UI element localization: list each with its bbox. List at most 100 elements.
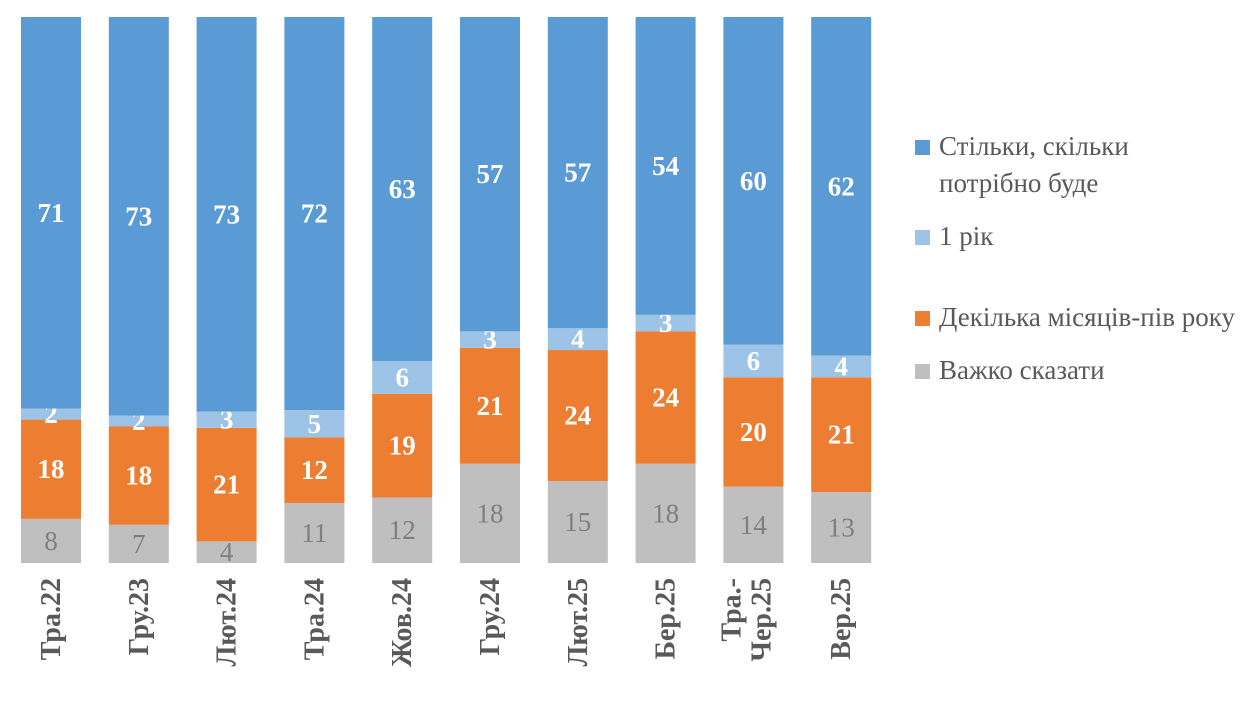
bar-segment <box>635 17 696 315</box>
data-label: 60 <box>740 166 767 196</box>
bar-segment <box>460 463 520 563</box>
data-label: 12 <box>301 455 328 485</box>
bar-segment <box>460 17 520 332</box>
data-label: 73 <box>125 201 152 231</box>
data-label: 12 <box>389 515 416 545</box>
data-label: 14 <box>740 510 768 540</box>
legend-label: Декілька місяців-пів року <box>939 302 1235 332</box>
data-label: 72 <box>301 199 328 229</box>
data-label: 13 <box>828 513 855 543</box>
data-label: 5 <box>308 409 322 439</box>
legend-item: Важко сказати <box>915 352 1235 389</box>
bar-segment <box>547 350 608 482</box>
category-label: Гру.24 <box>475 578 506 655</box>
data-label: 4 <box>571 324 585 354</box>
data-label: 21 <box>477 391 504 421</box>
bar-segment <box>723 486 784 563</box>
data-label: 21 <box>213 470 240 500</box>
bar-segment <box>723 17 784 345</box>
bar-segment <box>108 415 169 427</box>
bar-segment <box>196 411 257 428</box>
bar-segment <box>284 502 345 563</box>
data-label: 15 <box>564 507 591 537</box>
bar-segment <box>21 408 81 420</box>
legend-swatch <box>915 140 930 155</box>
data-label: 3 <box>483 325 497 355</box>
category-label: Бер.25 <box>651 578 682 660</box>
data-label: 6 <box>395 362 409 392</box>
bar-segment <box>460 331 520 348</box>
category-label: Жов.24 <box>387 578 418 667</box>
bar-segment <box>723 377 784 487</box>
category-label: Чер.25 <box>746 578 777 662</box>
bar-segment <box>635 314 696 332</box>
category-label: Лют.25 <box>563 578 594 667</box>
bar-segment <box>284 410 345 438</box>
bar-segment <box>284 437 345 503</box>
data-label: 57 <box>477 159 504 189</box>
data-label: 73 <box>213 199 240 229</box>
bar-segment <box>811 17 872 356</box>
data-label: 4 <box>834 351 848 381</box>
bar-segment <box>196 17 257 412</box>
bar-segment <box>196 541 257 563</box>
data-label: 57 <box>564 158 591 188</box>
data-label: 54 <box>652 151 679 181</box>
bar-segment <box>547 17 608 329</box>
bar-segment <box>372 497 433 563</box>
data-label: 18 <box>477 498 504 528</box>
data-label: 4 <box>220 537 234 567</box>
data-label: 6 <box>747 346 761 376</box>
bar-segment <box>196 427 257 542</box>
bar-segment <box>635 331 696 464</box>
legend-label: Важко сказати <box>939 355 1105 385</box>
data-label: 24 <box>652 383 679 413</box>
category-label: Гру.23 <box>124 578 155 655</box>
data-label: 20 <box>740 417 767 447</box>
bar-segment <box>372 17 433 361</box>
bar-segment <box>723 344 784 378</box>
category-label: Тра.22 <box>36 578 67 660</box>
legend-label: 1 рік <box>939 221 994 251</box>
bar-segment <box>21 518 81 563</box>
bar-segment <box>108 17 169 416</box>
bar-segment <box>811 377 872 493</box>
data-label: 24 <box>564 401 591 431</box>
data-label: 19 <box>389 431 416 461</box>
legend-swatch <box>915 311 930 326</box>
stacked-bar-chart: 818271Тра.22718273Гру.23421373Лют.241112… <box>21 17 872 667</box>
legend-swatch <box>915 230 930 245</box>
data-label: 18 <box>652 498 679 528</box>
category-label: Вер.25 <box>826 578 857 660</box>
data-label: 3 <box>220 405 234 435</box>
bar-segment <box>460 347 520 464</box>
bar-segment <box>547 328 608 351</box>
bar-segment <box>21 419 81 519</box>
data-label: 8 <box>44 526 58 556</box>
bar-segment <box>21 17 81 409</box>
category-label: Тра.- <box>716 578 747 642</box>
category-label: Тра.24 <box>299 578 330 660</box>
bar-segment <box>372 360 433 394</box>
category-label: Лют.24 <box>212 578 243 667</box>
data-label: 62 <box>828 171 855 201</box>
data-label: 18 <box>38 454 65 484</box>
data-label: 7 <box>132 529 146 559</box>
data-label: 11 <box>301 518 327 548</box>
data-label: 71 <box>38 198 65 228</box>
bar-segment <box>635 463 696 563</box>
bar-segment <box>547 481 608 563</box>
legend-label: Стільки, скільки потрібно буде <box>939 131 1129 198</box>
legend-swatch <box>915 364 930 379</box>
data-label: 3 <box>659 308 673 338</box>
data-label: 21 <box>828 420 855 450</box>
data-label: 63 <box>389 174 416 204</box>
bar-segment <box>108 524 169 563</box>
legend-item: Декілька місяців-пів року <box>915 299 1235 336</box>
data-label: 18 <box>125 461 152 491</box>
bar-segment <box>108 426 169 525</box>
bar-segment <box>372 393 433 498</box>
bar-segment <box>284 17 345 411</box>
legend: Стільки, скільки потрібно буде 1 рік Декіл… <box>915 128 1235 389</box>
bar-segment <box>811 492 872 563</box>
